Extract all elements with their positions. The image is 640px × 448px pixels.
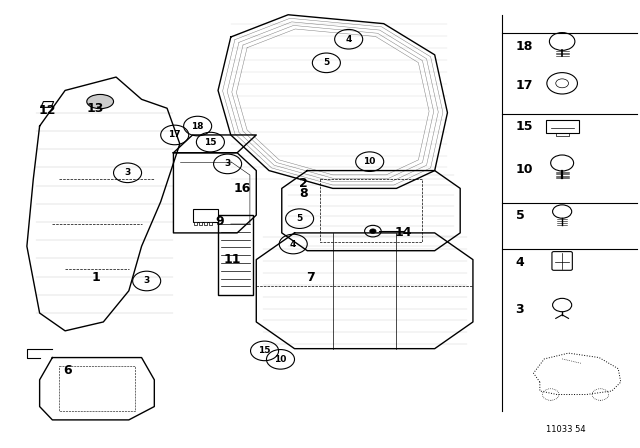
FancyBboxPatch shape xyxy=(193,209,218,222)
Text: 15: 15 xyxy=(204,138,217,146)
FancyBboxPatch shape xyxy=(209,222,212,225)
Circle shape xyxy=(370,229,376,233)
Text: 4: 4 xyxy=(346,35,352,44)
Text: 13: 13 xyxy=(87,102,104,115)
FancyBboxPatch shape xyxy=(545,120,579,133)
Text: 10: 10 xyxy=(516,163,533,176)
Text: 8: 8 xyxy=(299,187,308,200)
FancyBboxPatch shape xyxy=(194,222,197,225)
Text: 5: 5 xyxy=(323,58,330,67)
Text: 10: 10 xyxy=(275,355,287,364)
Text: 3: 3 xyxy=(124,168,131,177)
Text: 18: 18 xyxy=(516,40,533,53)
Text: 14: 14 xyxy=(394,226,412,239)
Text: 11033 54: 11033 54 xyxy=(545,425,585,434)
FancyBboxPatch shape xyxy=(199,222,202,225)
Text: 10: 10 xyxy=(364,157,376,166)
Text: 15: 15 xyxy=(259,346,271,355)
Text: 18: 18 xyxy=(191,121,204,130)
Text: 5: 5 xyxy=(296,214,303,223)
Text: 2: 2 xyxy=(299,177,308,190)
Text: 6: 6 xyxy=(63,363,72,376)
Text: 12: 12 xyxy=(38,104,56,117)
FancyBboxPatch shape xyxy=(552,252,572,270)
Text: 4: 4 xyxy=(290,240,296,249)
Text: 5: 5 xyxy=(516,210,524,223)
Text: 15: 15 xyxy=(516,121,533,134)
Text: 3: 3 xyxy=(516,303,524,316)
FancyBboxPatch shape xyxy=(218,215,253,295)
Text: 7: 7 xyxy=(306,271,315,284)
Text: 11: 11 xyxy=(223,253,241,266)
Text: 9: 9 xyxy=(215,215,223,228)
Text: 3: 3 xyxy=(143,276,150,285)
Text: 16: 16 xyxy=(234,182,251,195)
Ellipse shape xyxy=(87,95,113,109)
Text: 4: 4 xyxy=(516,256,524,269)
FancyBboxPatch shape xyxy=(204,222,207,225)
Text: 17: 17 xyxy=(516,79,533,92)
Text: 1: 1 xyxy=(92,271,100,284)
Text: 17: 17 xyxy=(168,130,181,139)
Text: 3: 3 xyxy=(225,159,231,168)
